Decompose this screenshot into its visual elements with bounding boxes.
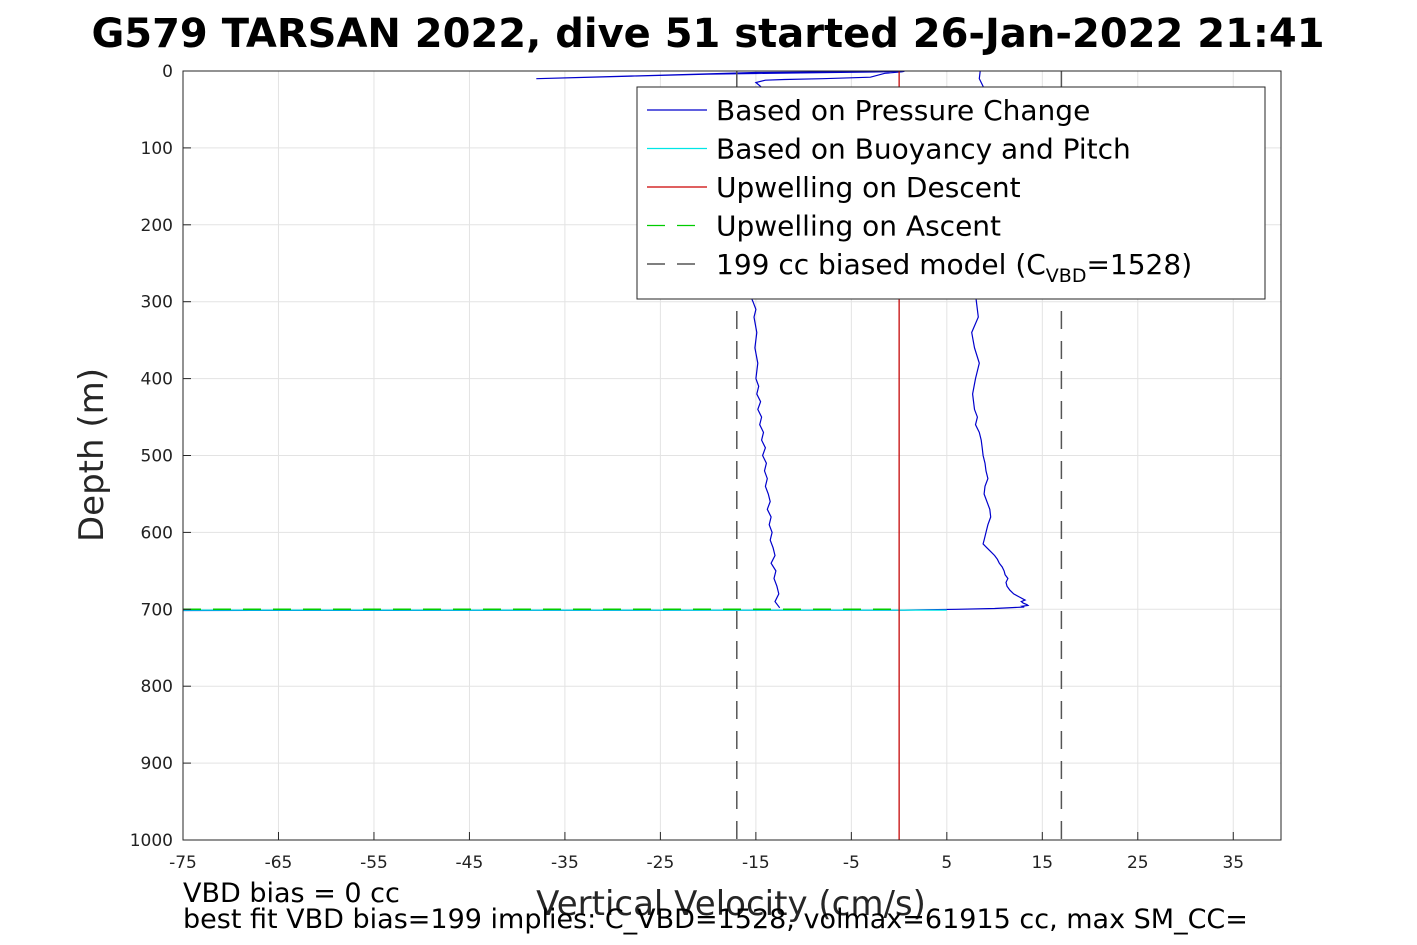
legend-label: Upwelling on Descent	[716, 171, 1021, 204]
legend: Based on Pressure Change Based on Buoyanc…	[636, 86, 1266, 300]
footer-line-1: VBD bias = 0 cc	[183, 878, 400, 909]
y-tick-label: 200	[141, 216, 173, 236]
x-ticks: -75 -65 -55 -45 -35 -25 -15 -5 5 15 25 35	[169, 832, 1244, 873]
y-tick-label: 400	[141, 370, 173, 390]
x-axis-label: Vertical Velocity (cm/s)	[536, 884, 926, 924]
y-axis-label: Depth (m)	[72, 368, 112, 542]
legend-label: Based on Buoyancy and Pitch	[716, 133, 1131, 166]
x-tick-label: -45	[456, 853, 484, 873]
y-tick-label: 500	[141, 447, 173, 467]
chart-title: G579 TARSAN 2022, dive 51 started 26-Jan…	[91, 11, 1324, 57]
y-tick-label: 100	[141, 139, 173, 159]
x-tick-label: -35	[551, 853, 579, 873]
x-tick-label: -5	[843, 853, 860, 873]
y-tick-label: 800	[141, 677, 173, 697]
y-tick-label: 0	[162, 62, 173, 82]
series-line-based-on-pressure-change	[726, 71, 905, 609]
legend-label: Upwelling on Ascent	[716, 210, 1001, 243]
x-tick-label: -65	[265, 853, 293, 873]
y-tick-label: 900	[141, 754, 173, 774]
y-tick-label: 700	[141, 600, 173, 620]
y-ticks: 0 100 200 300 400 500 600 700 800 900 1000	[130, 62, 191, 851]
x-tick-label: 25	[1127, 853, 1149, 873]
legend-label: 199 cc biased model (CVBD=1528)	[716, 248, 1192, 287]
y-tick-label: 600	[141, 523, 173, 543]
x-tick-label: -15	[742, 853, 770, 873]
y-tick-label: 1000	[130, 831, 173, 851]
x-tick-label: -55	[360, 853, 388, 873]
x-tick-label: 15	[1031, 853, 1053, 873]
footer-line-2: best fit VBD bias=199 implies: C_VBD=152…	[183, 904, 1248, 935]
legend-box	[636, 86, 1266, 300]
x-tick-label: 35	[1222, 853, 1244, 873]
y-tick-label: 300	[141, 293, 173, 313]
x-tick-label: -25	[647, 853, 675, 873]
x-tick-label: -75	[169, 853, 197, 873]
x-tick-label: 5	[941, 853, 952, 873]
legend-label: Based on Pressure Change	[716, 94, 1090, 127]
